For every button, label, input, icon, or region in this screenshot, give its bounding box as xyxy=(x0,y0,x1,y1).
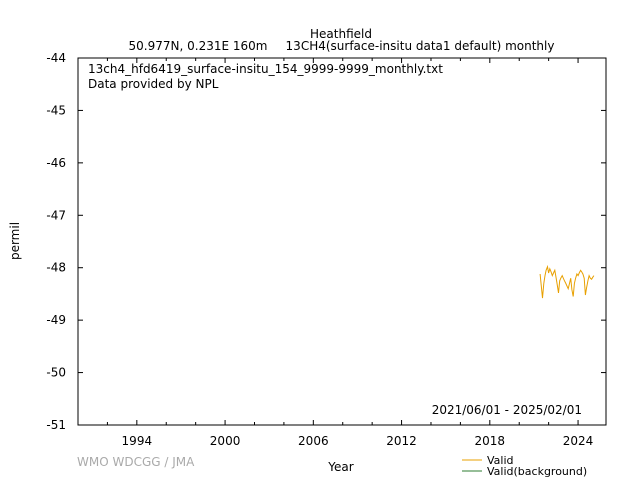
y-tick-label: -49 xyxy=(46,313,66,327)
watermark: WMO WDCGG / JMA xyxy=(77,455,195,469)
legend: Valid Valid(background) xyxy=(462,454,587,478)
data-filename: 13ch4_hfd6419_surface-insitu_154_9999-99… xyxy=(88,62,443,76)
x-tick-label: 2024 xyxy=(563,434,594,448)
y-tick-label: -48 xyxy=(46,261,66,275)
legend-valid-label: Valid xyxy=(487,454,514,467)
data-provider: Data provided by NPL xyxy=(88,77,219,91)
legend-background-label: Valid(background) xyxy=(487,465,587,478)
parameter-title: 13CH4(surface-insitu data1 default) mont… xyxy=(286,39,555,53)
station-title: Heathfield xyxy=(310,27,372,41)
series-line-valid xyxy=(539,264,595,299)
x-tick-label: 2018 xyxy=(475,434,506,448)
x-tick-label: 2006 xyxy=(298,434,329,448)
y-tick-label: -47 xyxy=(46,208,66,222)
date-range: 2021/06/01 - 2025/02/01 xyxy=(432,403,582,417)
station-location: 50.977N, 0.231E 160m xyxy=(129,39,268,53)
x-tick-label: 1994 xyxy=(122,434,153,448)
x-axis-ticks: 1994 2000 2006 2012 2018 2024 xyxy=(106,58,594,448)
y-tick-label: -50 xyxy=(46,366,66,380)
y-tick-label: -45 xyxy=(46,103,66,117)
y-axis-label: permil xyxy=(8,222,22,260)
x-tick-label: 2012 xyxy=(386,434,417,448)
plot-frame xyxy=(77,57,607,426)
series-layer xyxy=(539,264,595,299)
y-tick-label: -46 xyxy=(46,156,66,170)
y-tick-label: -44 xyxy=(46,51,66,65)
x-axis-label: Year xyxy=(327,460,353,474)
x-tick-label: 2000 xyxy=(210,434,241,448)
y-axis-ticks: -44 -45 -46 -47 -48 -49 -50 -51 xyxy=(46,51,606,432)
y-tick-label: -51 xyxy=(46,418,66,432)
